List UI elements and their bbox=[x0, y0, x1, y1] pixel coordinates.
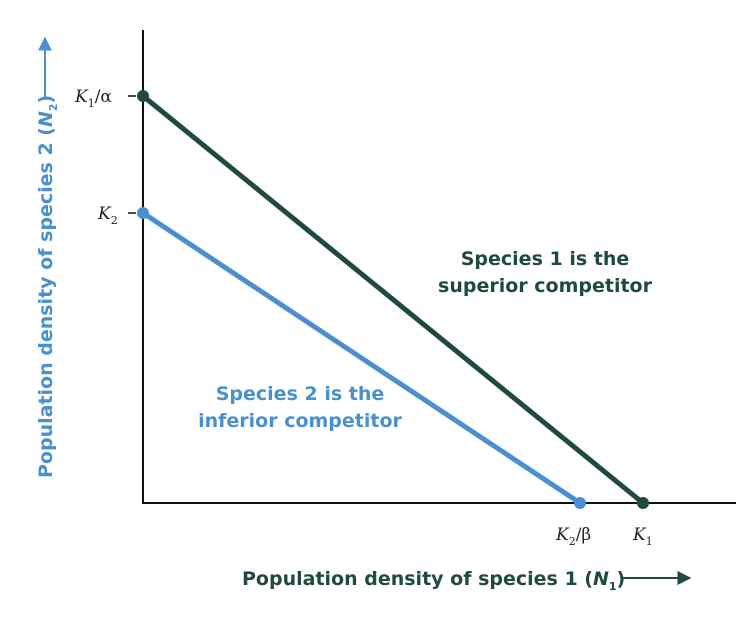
text-part: inferior competitor bbox=[198, 410, 402, 432]
point bbox=[574, 497, 586, 509]
text-part: ) bbox=[617, 568, 626, 590]
text-part: K bbox=[555, 525, 570, 545]
annotation: Species 2 is the inferior competitor bbox=[198, 383, 402, 432]
x-tick-label: K2/β bbox=[555, 525, 591, 548]
y-tick-label: K1/α bbox=[74, 87, 112, 110]
text-part: /α bbox=[95, 87, 113, 107]
text-part: 2 bbox=[569, 535, 576, 548]
text-part: K bbox=[74, 87, 89, 107]
text-part: /β bbox=[576, 525, 592, 545]
y-tick-label: K2 bbox=[97, 204, 118, 227]
point bbox=[137, 207, 149, 219]
text-part: Species 1 is the bbox=[461, 248, 630, 270]
point bbox=[137, 90, 149, 102]
text-part: N bbox=[35, 111, 57, 127]
text-part: superior competitor bbox=[438, 275, 653, 297]
text-part: Population density of species 2 ( bbox=[35, 127, 57, 478]
text-part: Population density of species 1 ( bbox=[242, 568, 593, 590]
text-part: N bbox=[593, 568, 609, 590]
species-1-isocline bbox=[141, 94, 645, 505]
text-part: 2 bbox=[111, 214, 118, 227]
text-part: Species 2 is the bbox=[216, 383, 385, 405]
text-part: K bbox=[97, 204, 112, 224]
text-part: 1 bbox=[609, 580, 617, 593]
text-part: K bbox=[632, 525, 647, 545]
annotation: Species 1 is the superior competitor bbox=[438, 248, 653, 297]
point bbox=[637, 497, 649, 509]
species-2-isocline bbox=[141, 210, 582, 506]
text-part: 2 bbox=[47, 103, 60, 111]
x-tick-label: K1 bbox=[632, 525, 653, 548]
text-part: 1 bbox=[646, 535, 653, 548]
x-axis-label: Population density of species 1 (N1) bbox=[242, 568, 625, 593]
y-axis-label: Population density of species 2 (N2) bbox=[35, 95, 60, 478]
text-part: 1 bbox=[88, 97, 95, 110]
